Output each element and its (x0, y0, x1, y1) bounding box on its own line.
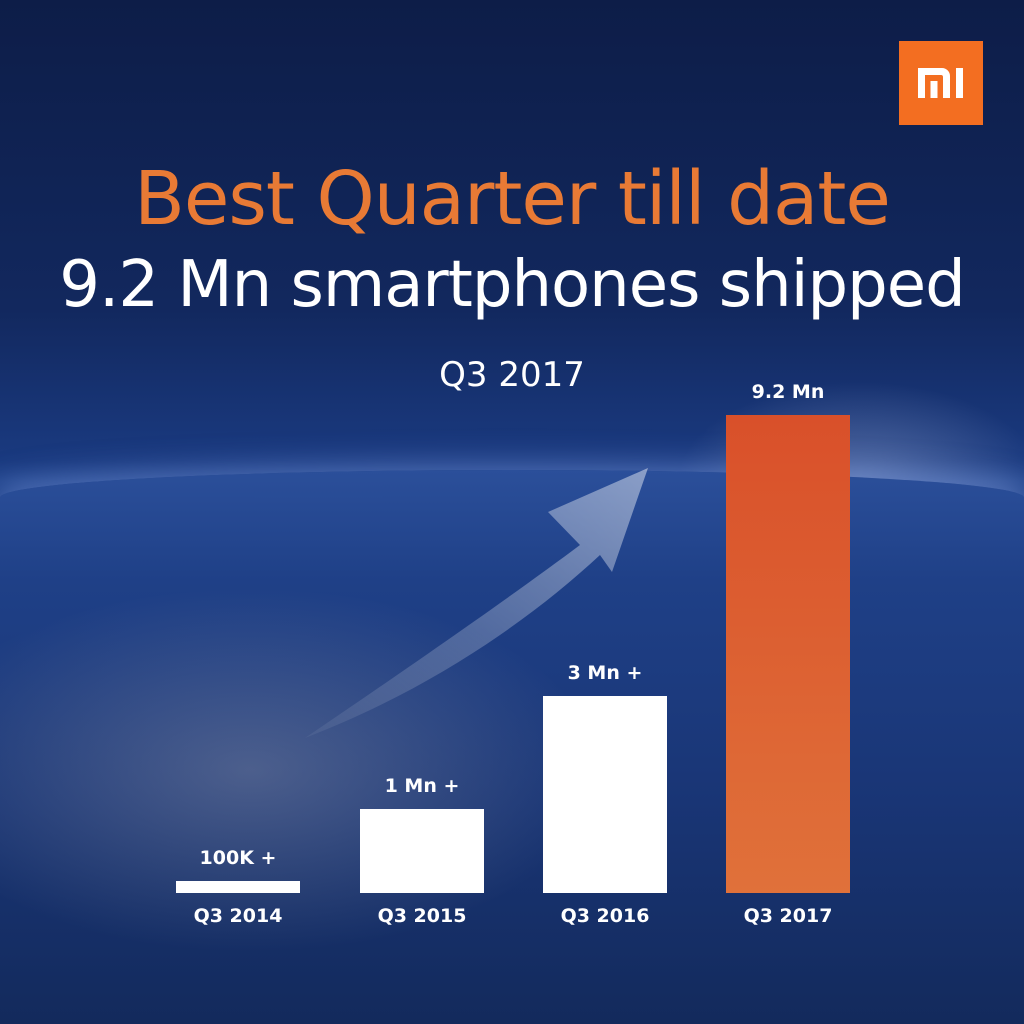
bar-q3-2015 (360, 809, 484, 893)
data-label: 3 Mn + (567, 662, 643, 684)
bar-q3-2016 (543, 696, 667, 893)
mi-logo (899, 41, 983, 125)
category-label: Q3 2017 (743, 905, 833, 927)
data-label: 9.2 Mn (751, 381, 825, 403)
bar-q3-2017 (726, 415, 850, 893)
data-label: 1 Mn + (384, 775, 460, 797)
period-label: Q3 2017 (439, 355, 585, 395)
headline: Best Quarter till date (134, 156, 891, 242)
category-label: Q3 2014 (193, 905, 283, 927)
mi-logo-icon (918, 68, 963, 98)
data-label: 100K + (199, 847, 277, 869)
category-label: Q3 2016 (560, 905, 650, 927)
earth-horizon (0, 470, 1024, 1024)
category-label: Q3 2015 (377, 905, 467, 927)
bar-q3-2014 (176, 881, 300, 893)
subheadline: 9.2 Mn smartphones shipped (59, 248, 965, 322)
